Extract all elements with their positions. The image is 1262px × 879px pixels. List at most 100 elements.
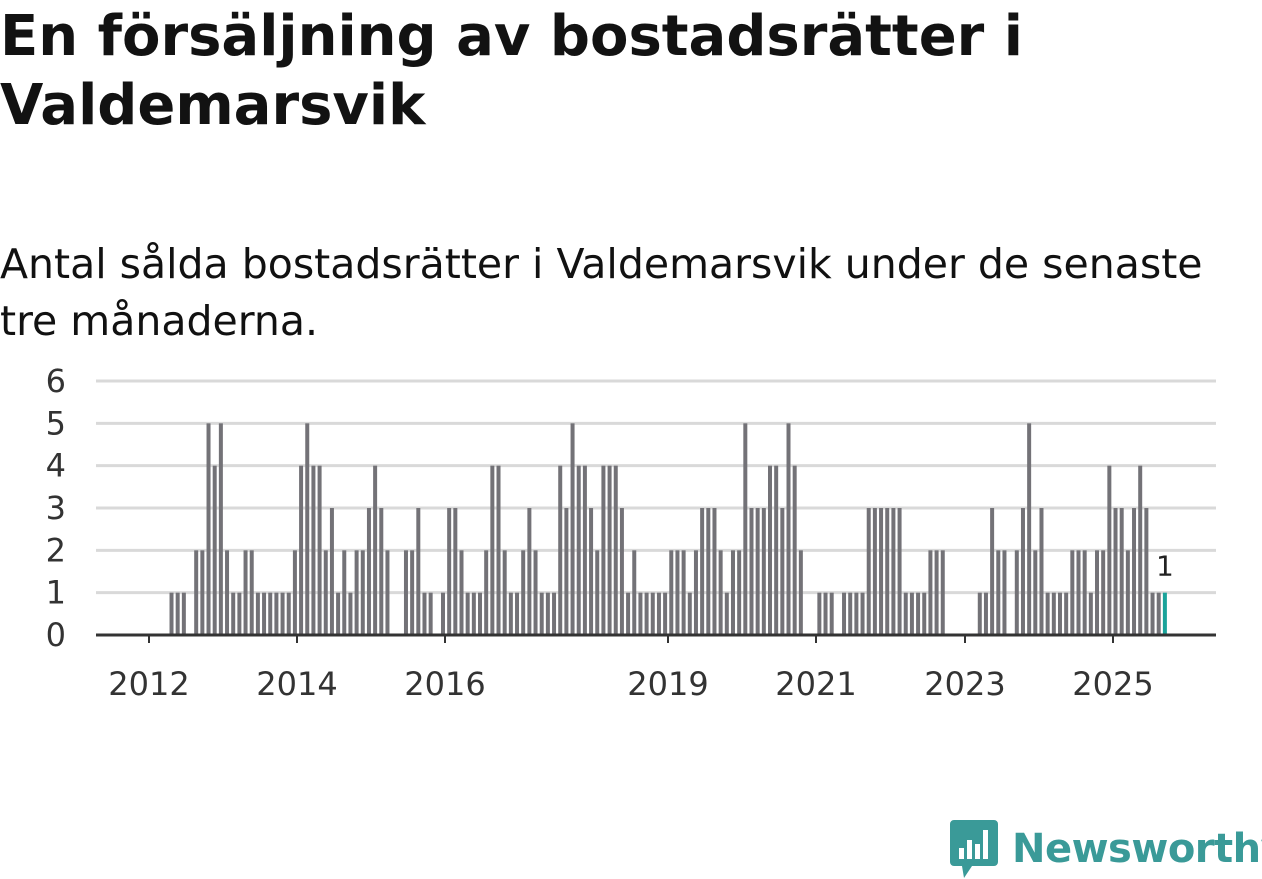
- gridlines: [96, 379, 1216, 595]
- bar: [829, 592, 834, 635]
- bar: [737, 550, 742, 635]
- bar: [1088, 592, 1093, 635]
- bar: [1082, 550, 1087, 635]
- bar: [194, 550, 199, 635]
- bar: [681, 550, 686, 635]
- bar: [274, 592, 279, 635]
- bar: [650, 592, 655, 635]
- bar: [564, 508, 569, 635]
- bar-chart: 0 1 2 3 4 5 6 2012 2014 2016 2019 2021 2023 2025 1: [46, 362, 1216, 700]
- bar: [243, 550, 248, 635]
- bar: [866, 508, 871, 635]
- bar: [693, 550, 698, 635]
- bar: [515, 592, 520, 635]
- bar: [329, 508, 334, 635]
- bar: [416, 508, 421, 635]
- bar: [539, 592, 544, 635]
- bar: [471, 592, 476, 635]
- bar: [360, 550, 365, 635]
- bar: [996, 550, 1001, 635]
- x-tick-label: 2019: [627, 665, 708, 700]
- bar: [1070, 550, 1075, 635]
- bar: [922, 592, 927, 635]
- y-tick-label: 4: [46, 447, 66, 485]
- bar: [521, 550, 526, 635]
- bars: [169, 423, 1167, 635]
- bar: [558, 465, 563, 635]
- bar: [940, 550, 945, 635]
- bar: [885, 508, 890, 635]
- bar: [342, 550, 347, 635]
- bar: [872, 508, 877, 635]
- bar: [336, 592, 341, 635]
- bar: [1138, 465, 1143, 635]
- bar: [848, 592, 853, 635]
- bar: [459, 550, 464, 635]
- data-labels: 1: [1156, 550, 1174, 583]
- newsworthy-logo: Newsworthy: [950, 820, 1262, 878]
- bar: [410, 550, 415, 635]
- bar: [175, 592, 180, 635]
- bar: [181, 592, 186, 635]
- x-tick-label: 2016: [404, 665, 485, 700]
- bar: [928, 550, 933, 635]
- y-axis-ticks: 0 1 2 3 4 5 6: [46, 362, 66, 654]
- bar: [323, 550, 328, 635]
- bar: [1039, 508, 1044, 635]
- bar: [817, 592, 822, 635]
- x-tick-label: 2025: [1072, 665, 1153, 700]
- bar: [706, 508, 711, 635]
- bar: [212, 465, 217, 635]
- bar: [545, 592, 550, 635]
- bar: [465, 592, 470, 635]
- bar: [1107, 465, 1112, 635]
- bar: [687, 592, 692, 635]
- bar: [527, 508, 532, 635]
- y-tick-label: 5: [46, 404, 66, 442]
- bar: [916, 592, 921, 635]
- bar: [1045, 592, 1050, 635]
- y-tick-label: 2: [46, 531, 66, 569]
- bar: [582, 465, 587, 635]
- bar: [730, 550, 735, 635]
- bar: [206, 423, 211, 635]
- chart-subtitle: Antal sålda bostadsrätter i Valdemarsvik…: [0, 240, 1203, 345]
- bar: [724, 592, 729, 635]
- bar: [385, 550, 390, 635]
- bar: [613, 465, 618, 635]
- bar: [447, 508, 452, 635]
- bar: [453, 508, 458, 635]
- bar: [626, 592, 631, 635]
- bar: [533, 550, 538, 635]
- bar: [428, 592, 433, 635]
- bar: [422, 592, 427, 635]
- bar: [440, 592, 445, 635]
- bar-chart-speech-bubble-icon: [950, 820, 998, 878]
- x-axis-ticks: 2012 2014 2016 2019 2021 2023 2025: [108, 635, 1154, 700]
- bar: [842, 592, 847, 635]
- logo-text: Newsworthy: [1012, 826, 1262, 872]
- bar: [619, 508, 624, 635]
- bar: [231, 592, 236, 635]
- bar: [718, 550, 723, 635]
- bar: [891, 508, 896, 635]
- bar: [373, 465, 378, 635]
- bar: [354, 550, 359, 635]
- bar: [712, 508, 717, 635]
- bar: [379, 508, 384, 635]
- bar: [1020, 508, 1025, 635]
- bar-highlight: [1162, 592, 1167, 635]
- chart-title: En försäljning av bostadsrätter i Valdem…: [0, 4, 1023, 138]
- bar: [983, 592, 988, 635]
- bar: [909, 592, 914, 635]
- bar: [792, 465, 797, 635]
- bar: [366, 508, 371, 635]
- bar: [749, 508, 754, 635]
- bar: [1076, 550, 1081, 635]
- bar: [1132, 508, 1137, 635]
- bar: [1027, 423, 1032, 635]
- bar: [478, 592, 483, 635]
- bar: [490, 465, 495, 635]
- bar: [496, 465, 501, 635]
- bar: [1119, 508, 1124, 635]
